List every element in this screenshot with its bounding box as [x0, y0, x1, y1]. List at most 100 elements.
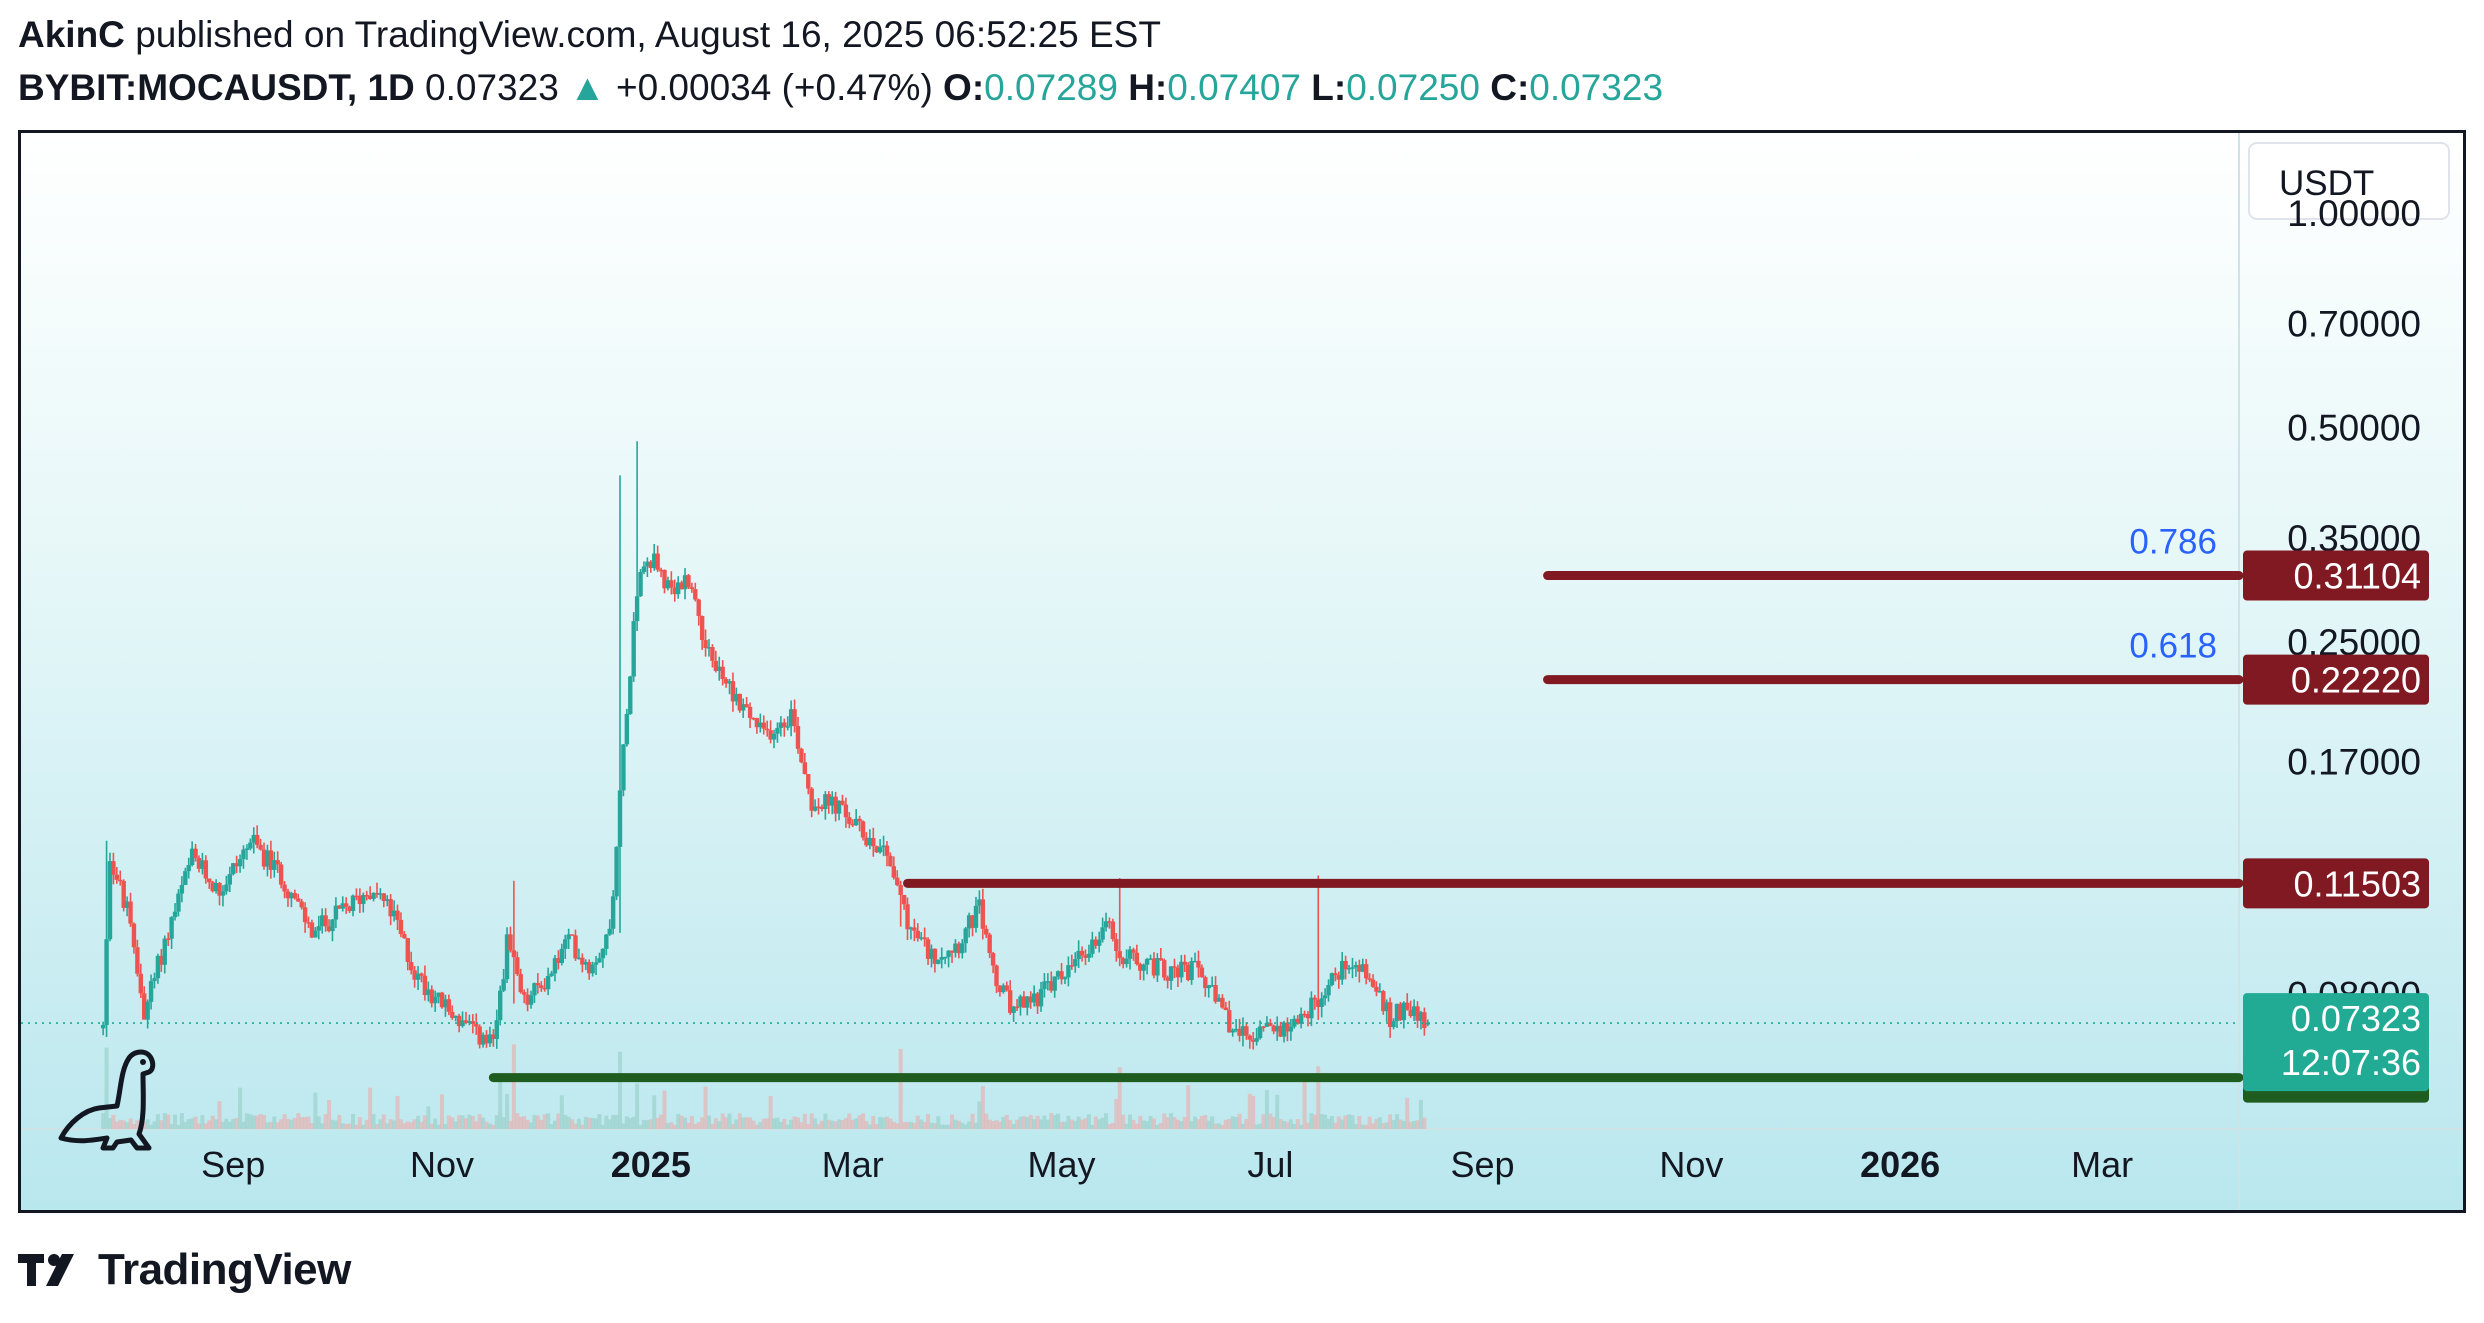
candle-body — [511, 950, 517, 958]
volume-bar — [1261, 1114, 1266, 1129]
volume-bar — [179, 1113, 184, 1129]
candle-body — [782, 722, 787, 727]
chart-frame[interactable]: 0.786 0.618 USDT 1.00000 0.70000 0.50000 0.35… — [18, 130, 2466, 1213]
candle-body — [970, 915, 975, 928]
symbol-name[interactable]: BYBIT:MOCAUSDT, 1D — [18, 67, 415, 108]
candle-body — [604, 934, 609, 949]
candle-body — [1031, 993, 1037, 1003]
price-axis[interactable]: USDT1.000000.700000.500000.350000.250000… — [2243, 142, 2450, 1103]
volume-bar — [1042, 1115, 1047, 1129]
candle-body — [436, 992, 441, 997]
volume-bar — [330, 1119, 335, 1129]
volume-bar — [970, 1113, 975, 1129]
volume-bar — [1165, 1117, 1170, 1129]
candle-body — [645, 561, 650, 567]
volume-bar — [255, 1115, 260, 1129]
candle-body — [337, 905, 342, 909]
candle-body — [977, 899, 982, 906]
candle-body — [932, 948, 938, 964]
volume-bar — [874, 1124, 879, 1129]
volume-bar — [398, 1119, 403, 1129]
volume-bar — [696, 1122, 701, 1129]
candle-body — [717, 666, 722, 671]
candle-body — [1114, 939, 1119, 952]
volume-bar — [587, 1117, 592, 1129]
volume-bar — [272, 1116, 277, 1129]
candle-body — [895, 877, 900, 886]
candle-body — [1370, 979, 1376, 987]
volume-bar — [621, 1123, 626, 1129]
candle-body — [1350, 967, 1355, 969]
candle-body — [1038, 989, 1044, 1007]
volume-bar — [518, 1116, 523, 1129]
footer-brand[interactable]: TradingView — [18, 1240, 351, 1300]
candle-body — [398, 919, 404, 935]
volume-bar — [724, 1117, 729, 1129]
volume-bar — [806, 1123, 811, 1129]
candle-body — [118, 879, 123, 882]
candle-body — [234, 863, 239, 867]
candle-body — [474, 1024, 479, 1027]
volume-bar — [1169, 1113, 1174, 1129]
candle-body — [439, 992, 445, 1008]
author-name[interactable]: AkinC — [18, 14, 125, 55]
candle-body — [289, 893, 294, 899]
volume-bar — [1350, 1115, 1355, 1129]
volume-bar — [1299, 1124, 1304, 1129]
volume-bar — [929, 1122, 934, 1129]
volume-bar — [1210, 1116, 1215, 1129]
volume-bar — [1203, 1115, 1208, 1129]
volume-bar — [1302, 1081, 1307, 1129]
candle-body — [830, 796, 835, 806]
volume-bar — [772, 1118, 777, 1129]
volume-bar — [333, 1120, 338, 1129]
candle-body — [751, 717, 756, 720]
time-tick-label: 2026 — [1860, 1144, 1940, 1185]
volume-bar — [159, 1120, 164, 1129]
candle-body — [956, 943, 962, 954]
volume-bar — [1394, 1114, 1399, 1129]
volume-bar — [1090, 1124, 1095, 1129]
candle-body — [710, 647, 715, 661]
candle-body — [1158, 958, 1164, 961]
volume-bar — [987, 1119, 992, 1129]
volume-bar — [354, 1124, 359, 1129]
volume-bar — [1295, 1119, 1300, 1129]
volume-bar — [926, 1114, 931, 1129]
volume-bar — [426, 1106, 431, 1129]
candle-body — [768, 730, 773, 740]
candle-body — [699, 615, 705, 641]
volume-bar — [1093, 1116, 1098, 1129]
volume-bar — [487, 1123, 492, 1129]
candle-body — [1374, 986, 1379, 992]
candle-body — [843, 804, 849, 818]
time-axis[interactable]: Sep Nov 2025 Mar May Jul Sep Nov 2026 Mar — [201, 1144, 2133, 1185]
volume-bar — [693, 1124, 698, 1129]
volume-bar — [1134, 1123, 1139, 1129]
volume-bar — [207, 1120, 212, 1129]
candle-body — [693, 589, 698, 600]
candle-body — [580, 957, 585, 965]
tradingview-logo-icon — [18, 1254, 74, 1286]
volume-bar — [659, 1114, 664, 1129]
candle-body — [169, 917, 174, 939]
candle-body — [1155, 958, 1160, 976]
volume-bar — [1323, 1114, 1328, 1129]
volume-bar — [196, 1123, 201, 1129]
candle-body — [597, 958, 602, 963]
volume-bar — [672, 1124, 677, 1129]
publish-info: AkinC published on TradingView.com, Augu… — [18, 10, 1161, 60]
candle-body — [172, 911, 178, 918]
time-tick-label: Sep — [1451, 1144, 1515, 1185]
candle-body — [1035, 993, 1040, 1007]
volume-bar — [1415, 1120, 1420, 1129]
volume-bar — [1196, 1119, 1201, 1129]
candle-body — [706, 647, 712, 649]
candle-body — [593, 962, 599, 965]
candle-body — [1179, 961, 1184, 978]
price-change: +0.00034 (+0.47%) — [615, 67, 933, 108]
volume-bar — [494, 1115, 499, 1129]
candle-body — [1425, 1023, 1430, 1025]
volume-bar — [340, 1123, 345, 1129]
